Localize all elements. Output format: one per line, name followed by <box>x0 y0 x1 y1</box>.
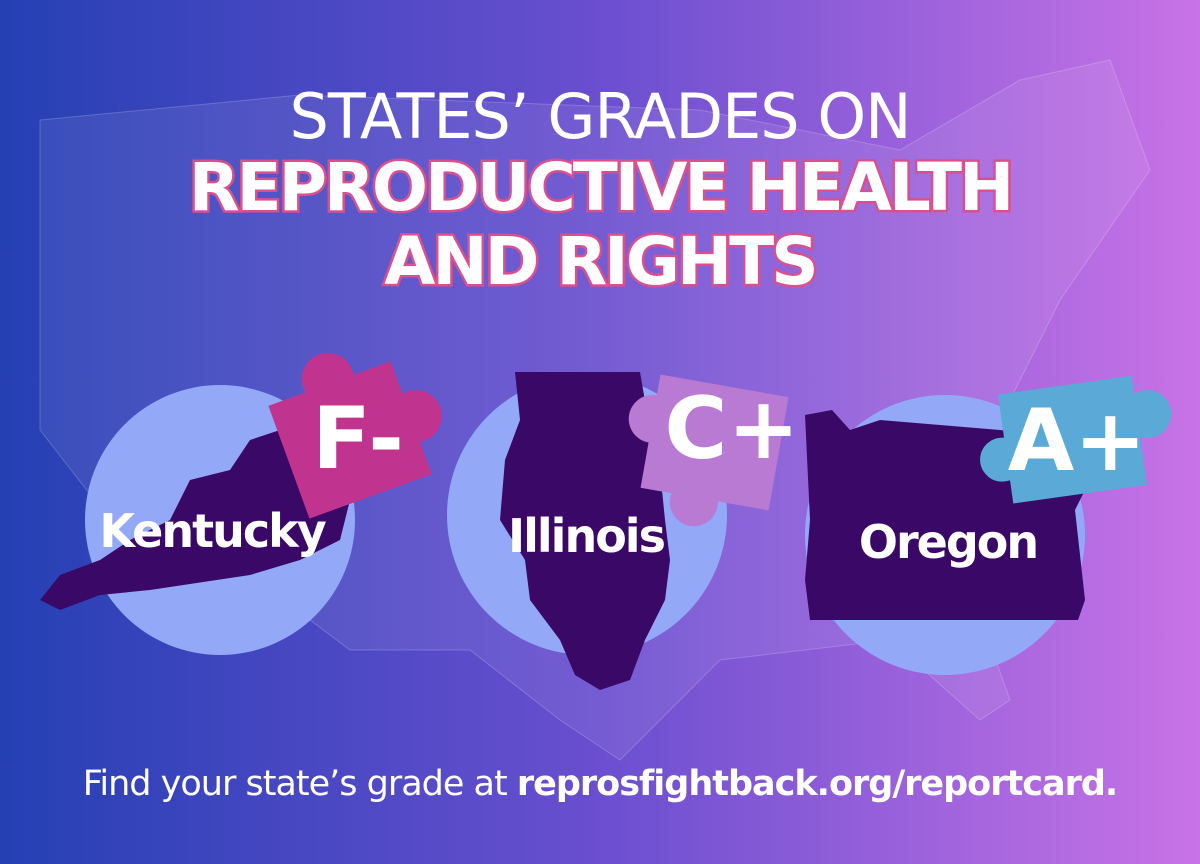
title-line: REPRODUCTIVE HEALTH <box>189 149 1012 226</box>
state-name: Oregon <box>859 515 1037 569</box>
footer-link[interactable]: reprosfightback.org/reportcard. <box>517 764 1118 804</box>
puzzle-piece <box>268 352 442 519</box>
title-line: STATES’ GRADES ON <box>289 80 910 153</box>
grade: C+ <box>664 379 799 479</box>
puzzle-piece <box>628 374 789 527</box>
grade: F- <box>312 389 404 489</box>
state-shape <box>40 430 350 610</box>
state-name: Illinois <box>508 509 665 563</box>
state-shape <box>500 372 670 690</box>
footer: Find your state’s grade at reprosfightba… <box>83 764 1117 804</box>
puzzle-piece <box>980 375 1172 504</box>
grade: A+ <box>1008 391 1147 491</box>
state-name: Kentucky <box>99 504 326 558</box>
title-line: AND RIGHTS <box>384 223 815 300</box>
footer-text: Find your state’s grade at <box>83 764 507 804</box>
